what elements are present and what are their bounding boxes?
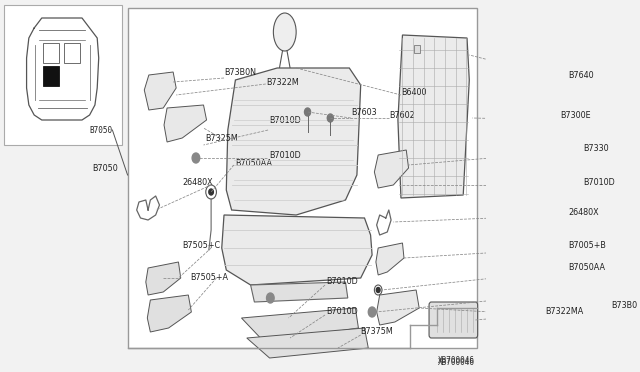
Circle shape <box>266 293 274 303</box>
Text: B7505+A: B7505+A <box>190 273 228 282</box>
Text: 26480X: 26480X <box>182 177 213 186</box>
Polygon shape <box>147 295 191 332</box>
Text: B7375M: B7375M <box>361 327 394 337</box>
Text: B7300E: B7300E <box>561 110 591 119</box>
Text: B73B0: B73B0 <box>611 301 637 310</box>
Text: B7322MA: B7322MA <box>545 308 584 317</box>
Circle shape <box>327 114 333 122</box>
Text: B7050: B7050 <box>92 164 118 173</box>
Text: B73B0N: B73B0N <box>224 67 256 77</box>
Text: XB700046: XB700046 <box>438 358 475 367</box>
Polygon shape <box>146 262 180 295</box>
Text: B7322M: B7322M <box>266 77 298 87</box>
Bar <box>414 45 420 53</box>
Text: B7640: B7640 <box>568 71 594 80</box>
Bar <box>42 43 60 63</box>
Circle shape <box>192 153 200 163</box>
Text: B7330: B7330 <box>583 144 609 153</box>
Polygon shape <box>221 215 372 285</box>
Polygon shape <box>164 105 207 142</box>
Polygon shape <box>144 72 176 110</box>
Text: B7010D: B7010D <box>583 177 615 186</box>
Polygon shape <box>247 328 368 358</box>
Text: B7603: B7603 <box>351 108 376 116</box>
Polygon shape <box>227 68 361 215</box>
Polygon shape <box>374 150 408 188</box>
Circle shape <box>376 288 380 292</box>
Text: B7010D: B7010D <box>269 151 301 160</box>
Polygon shape <box>376 243 404 275</box>
Circle shape <box>368 307 376 317</box>
Polygon shape <box>241 308 358 342</box>
Text: B7005+B: B7005+B <box>568 241 606 250</box>
Text: B7010D: B7010D <box>326 278 358 286</box>
Text: B7050: B7050 <box>89 125 113 135</box>
Text: B7505+C: B7505+C <box>182 241 220 250</box>
Text: B6400: B6400 <box>401 87 426 96</box>
Ellipse shape <box>273 13 296 51</box>
Bar <box>127 8 477 348</box>
Text: B7325M: B7325M <box>205 134 238 142</box>
Bar <box>42 66 60 86</box>
Text: 26480X: 26480X <box>568 208 598 217</box>
Polygon shape <box>251 282 348 302</box>
Text: B7050AA: B7050AA <box>236 158 273 167</box>
Bar <box>4 5 122 145</box>
FancyBboxPatch shape <box>429 302 477 338</box>
Circle shape <box>209 189 213 195</box>
Text: XB700046: XB700046 <box>438 356 475 365</box>
Bar <box>64 43 81 63</box>
Text: B7010D: B7010D <box>326 308 358 317</box>
Polygon shape <box>398 35 469 198</box>
Polygon shape <box>377 290 419 325</box>
Text: B7602: B7602 <box>390 110 415 119</box>
Text: B7050AA: B7050AA <box>568 263 605 273</box>
Text: B7010D: B7010D <box>269 115 301 125</box>
Circle shape <box>305 108 310 116</box>
